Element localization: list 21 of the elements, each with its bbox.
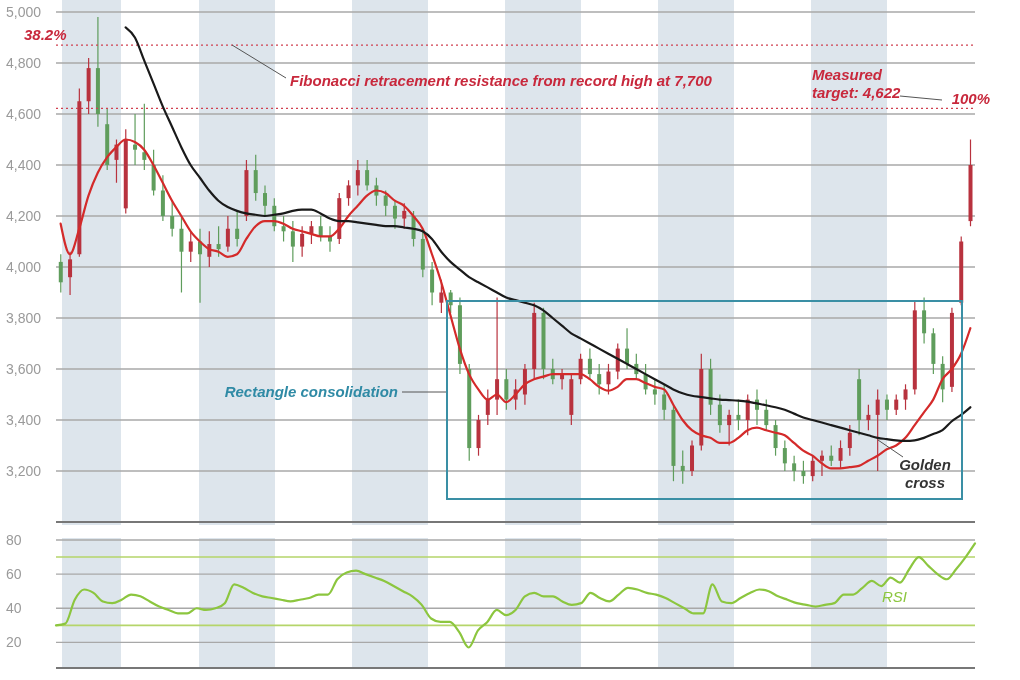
annotation: Fibonacci retracement resistance from record high at 7,700 bbox=[290, 72, 713, 89]
y-tick-label: 3,200 bbox=[6, 463, 42, 479]
y-tick-label: 20 bbox=[6, 634, 22, 651]
y-tick-label: 4,200 bbox=[6, 208, 42, 224]
y-tick-label: 4,600 bbox=[6, 106, 42, 122]
y-tick-label: 40 bbox=[6, 600, 22, 617]
y-tick-label: 3,800 bbox=[6, 310, 42, 326]
y-tick-label: 3,600 bbox=[6, 361, 42, 377]
y-tick-label: 4,400 bbox=[6, 157, 42, 173]
y-tick-label: 60 bbox=[6, 566, 22, 583]
series-label: RSI bbox=[882, 588, 908, 605]
annotation: 100% bbox=[951, 90, 990, 107]
y-tick-label: 3,400 bbox=[6, 412, 42, 428]
annotation: Golden cross bbox=[899, 456, 951, 491]
annotation: Rectangle consolidation bbox=[224, 383, 398, 400]
y-tick-label: 4,800 bbox=[6, 55, 42, 71]
annotation: 38.2% bbox=[24, 26, 67, 43]
y-tick-label: 4,000 bbox=[6, 259, 42, 275]
annotation: Measured target: 4,622 bbox=[812, 66, 902, 101]
y-tick-label: 80 bbox=[6, 532, 22, 548]
y-tick-label: 5,000 bbox=[6, 4, 42, 20]
